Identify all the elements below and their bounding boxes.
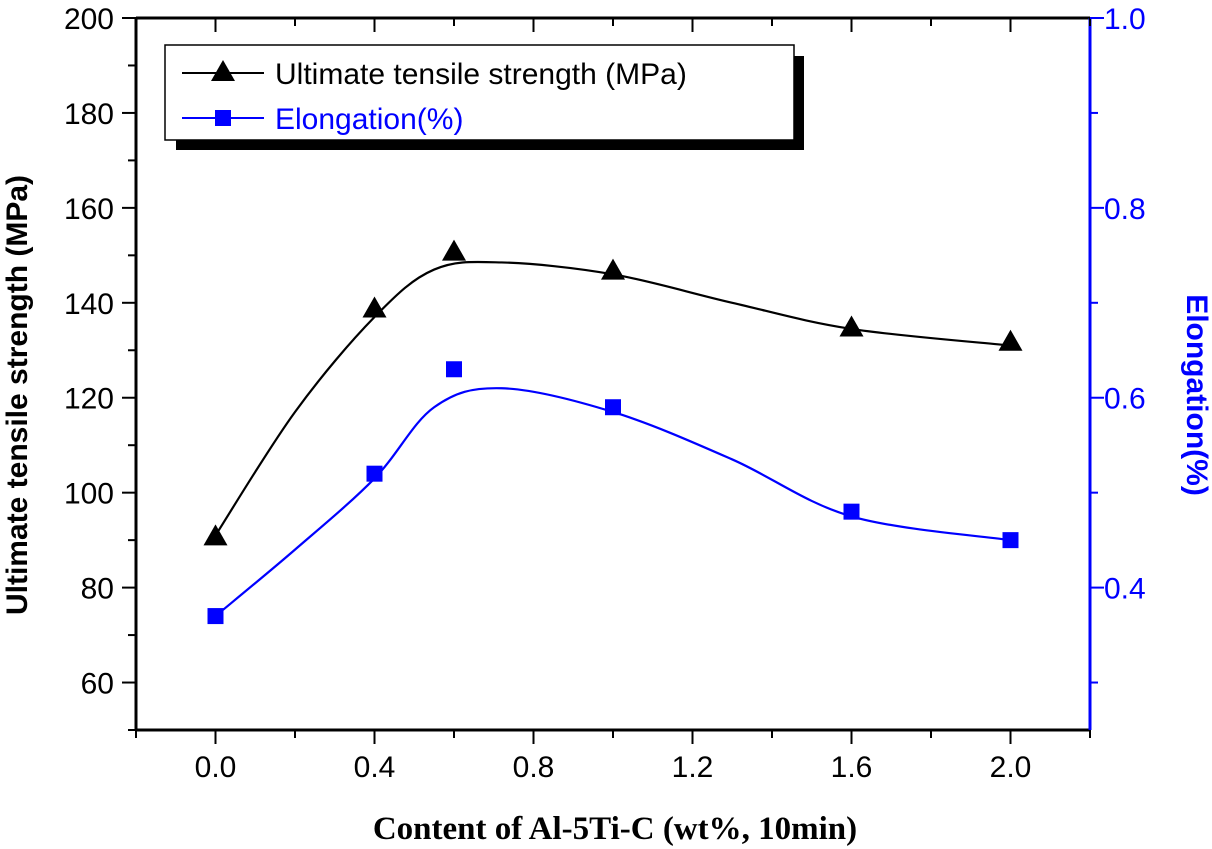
y2-axis-label: Elongation(%): [1180, 294, 1212, 496]
data-markers: [203, 239, 1023, 625]
y-tick-label: 180: [64, 98, 114, 131]
elongation-point: [843, 503, 860, 520]
uts-point: [362, 296, 387, 318]
uts-point: [998, 329, 1023, 351]
y-axis-label: Ultimate tensile strength (MPa): [1, 175, 34, 615]
elongation-point: [366, 465, 383, 482]
x-tick-label: 0.0: [195, 751, 237, 784]
fit-curves: [214, 260, 1011, 617]
y-tick-label: 80: [81, 573, 114, 606]
legend: Ultimate tensile strength (MPa) Elongati…: [164, 44, 804, 150]
x-tick-label: 0.8: [513, 751, 555, 784]
legend-label-uts: Ultimate tensile strength (MPa): [275, 58, 687, 91]
uts-point: [203, 524, 228, 546]
y2-tick-label: 1.0: [1104, 3, 1146, 36]
x-tick-label: 2.0: [990, 751, 1032, 784]
legend-marker-uts: [211, 60, 235, 81]
x-tick-label: 1.6: [831, 751, 873, 784]
y-tick-label: 160: [64, 193, 114, 226]
y-tick-label: 140: [64, 288, 114, 321]
legend-marker-elongation: [215, 110, 231, 126]
legend-box: [164, 44, 795, 141]
y-tick-label: 120: [64, 383, 114, 416]
uts-point: [839, 315, 864, 337]
fit-curve-uts: [214, 260, 1011, 536]
y-tick-label: 200: [64, 3, 114, 36]
legend-label-elongation: Elongation(%): [275, 103, 463, 136]
y2-tick-label: 0.6: [1104, 383, 1146, 416]
ticks-layer: 0.0 0.4 0.8 1.2 1.6 2.0 60 80 100 120 140 160 180 200…: [64, 3, 1146, 784]
elongation-point: [605, 399, 621, 416]
y2-tick-label: 0.4: [1104, 573, 1146, 606]
fit-curve-elongation: [214, 387, 1011, 617]
x-tick-label: 1.2: [672, 751, 714, 784]
x-tick-label: 0.4: [354, 751, 396, 784]
y-tick-label: 60: [81, 668, 114, 701]
uts-point: [442, 239, 466, 261]
elongation-point: [446, 361, 462, 378]
elongation-point: [207, 608, 224, 625]
y-tick-label: 100: [64, 478, 114, 511]
x-axis-label: Content of Al-5Ti-C (wt%, 10min): [373, 811, 857, 847]
elongation-point: [1002, 532, 1019, 549]
uts-point: [601, 258, 625, 280]
y2-tick-label: 0.8: [1104, 193, 1146, 226]
